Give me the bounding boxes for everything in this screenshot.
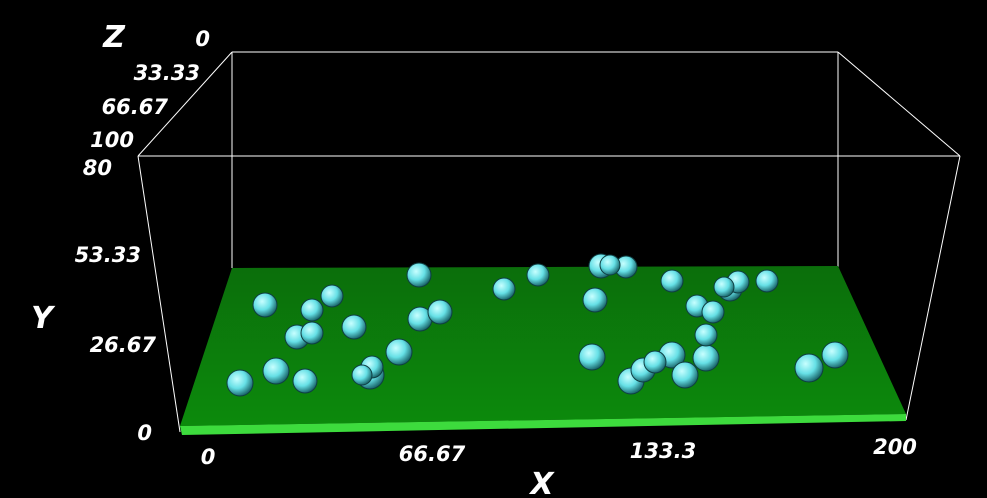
particle-sphere: [262, 357, 290, 385]
particle-sphere: [252, 292, 278, 318]
particle-sphere: [351, 364, 373, 386]
particle-sphere: [692, 344, 720, 372]
x-tick-label: 200: [873, 435, 917, 459]
z-tick-label: 66.67: [102, 95, 169, 119]
particle-sphere: [578, 343, 606, 371]
particle-cloud: [226, 253, 849, 397]
z-tick-label: 0: [195, 27, 210, 51]
particle-sphere: [599, 254, 621, 276]
particle-sphere: [300, 298, 324, 322]
y-tick-label: 80: [83, 156, 112, 180]
particle-sphere: [406, 262, 432, 288]
x-axis-title: X: [528, 467, 555, 498]
x-tick-label: 133.3: [630, 439, 696, 463]
particle-sphere: [582, 287, 608, 313]
z-tick-label: 33.33: [134, 61, 200, 85]
particle-sphere: [694, 323, 718, 347]
particle-sphere: [671, 361, 699, 389]
particle-sphere: [755, 269, 779, 293]
bounding-box: [137, 51, 961, 433]
particle-sphere: [713, 276, 735, 298]
y-tick-label: 26.67: [90, 333, 157, 357]
y-tick-label: 53.33: [75, 243, 141, 267]
particle-sphere: [794, 353, 824, 383]
x-tick-label: 66.67: [399, 442, 466, 466]
y-axis-title: Y: [31, 301, 56, 336]
ground-plate: [180, 266, 906, 435]
axis-labels: 0 33.33 66.67 100 80 53.33 26.67 0 0 66.…: [31, 20, 917, 498]
z-tick-label: 100: [90, 128, 134, 152]
particle-sphere: [701, 300, 725, 324]
particle-sphere: [300, 321, 324, 345]
particle-sphere: [821, 341, 849, 369]
particle-sphere: [226, 369, 254, 397]
y-tick-label: 0: [137, 421, 152, 445]
particle-sphere: [526, 263, 550, 287]
particle-sphere: [660, 269, 684, 293]
particle-sphere: [427, 299, 453, 325]
particle-sphere: [320, 284, 344, 308]
particle-sphere: [341, 314, 367, 340]
z-axis-title: Z: [102, 20, 126, 55]
particle-sphere: [643, 350, 667, 374]
x-tick-label: 0: [201, 445, 216, 469]
particle-sphere: [292, 368, 318, 394]
particle-sphere: [385, 338, 413, 366]
particle-sphere: [492, 277, 516, 301]
